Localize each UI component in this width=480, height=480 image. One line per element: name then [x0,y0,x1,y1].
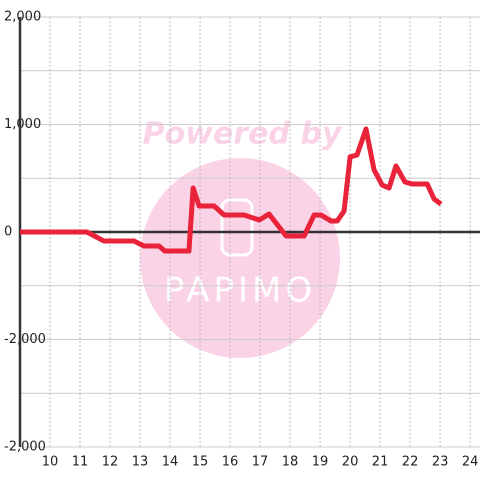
x-tick-label: 22 [402,455,419,470]
x-tick-label: 12 [102,455,119,470]
x-tick-label: 14 [162,455,179,470]
x-tick-label: 17 [252,455,269,470]
x-tick-label: 19 [312,455,329,470]
x-tick-label: 13 [132,455,149,470]
y-tick-label: 1,000 [4,117,41,132]
watermark-icon [220,198,254,257]
y-tick-label: 2,000 [4,10,41,25]
x-tick-label: 23 [432,455,449,470]
x-tick-label: 18 [282,455,299,470]
x-tick-label: 10 [42,455,59,470]
y-tick-label: -2,000 [4,332,46,347]
x-tick-label: 20 [342,455,359,470]
x-tick-label: 21 [372,455,389,470]
y-tick-label: 0 [4,225,12,240]
x-tick-label: 15 [192,455,209,470]
x-tick-label: 11 [72,455,89,470]
watermark-brand: PAPIMO [164,271,316,311]
x-tick-label: 16 [222,455,239,470]
y-tick-label: -2,000 [4,440,46,455]
data-line [20,126,443,254]
watermark-text: Powered by [143,117,343,152]
x-tick-label: 24 [462,455,479,470]
